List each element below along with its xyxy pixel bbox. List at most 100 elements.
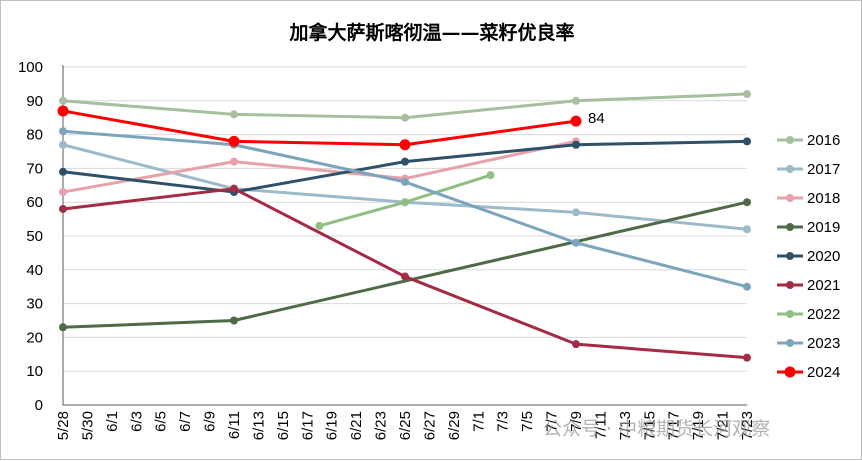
legend-item-2020: 2020 (777, 248, 840, 265)
legend-swatch-marker (786, 194, 794, 202)
x-tick-label: 7/11 (592, 411, 609, 439)
legend-item-2022: 2022 (777, 306, 840, 323)
y-tick-label: 60 (26, 194, 43, 211)
x-tick-label: 6/9 (202, 411, 219, 432)
series-lines (57, 90, 751, 362)
data-point (743, 353, 751, 362)
data-point (59, 140, 67, 149)
y-tick-label: 10 (26, 363, 43, 380)
x-tick-label: 7/7 (544, 411, 561, 432)
legend-item-2023: 2023 (777, 335, 840, 352)
x-tick-label: 7/13 (617, 411, 634, 440)
data-point (401, 177, 409, 186)
legend-swatch-marker (786, 223, 794, 231)
data-point (572, 238, 580, 247)
legend-item-2018: 2018 (777, 190, 840, 207)
data-point (743, 90, 751, 99)
x-tick-label: 7/19 (690, 411, 707, 440)
data-point (743, 198, 751, 207)
x-tick-label: 6/1 (104, 411, 121, 432)
data-point (743, 225, 751, 234)
data-point (230, 110, 238, 119)
legend-label: 2016 (807, 132, 840, 149)
x-tick-label: 6/23 (373, 411, 390, 440)
legend-label: 2017 (807, 161, 840, 178)
series-line (62, 129, 748, 289)
data-point (401, 157, 409, 166)
x-tick-label: 7/3 (495, 411, 512, 432)
y-tick-label: 70 (26, 160, 43, 177)
series-line (62, 109, 577, 147)
data-point (486, 171, 495, 180)
x-tick-label: 6/11 (226, 411, 243, 439)
legend-item-2016: 2016 (777, 132, 840, 149)
x-tick-label: 6/17 (299, 411, 316, 440)
data-point (401, 198, 409, 207)
x-tick-label: 6/3 (128, 411, 145, 432)
data-point (743, 137, 751, 146)
y-tick-label: 30 (26, 296, 43, 313)
data-point (230, 316, 238, 325)
axes (62, 65, 747, 406)
legend-item-2024: 2024 (777, 364, 840, 381)
x-tick-label: 6/27 (421, 411, 438, 440)
data-point (572, 340, 580, 349)
legend-item-2019: 2019 (777, 219, 840, 236)
x-tick-label: 6/29 (446, 411, 463, 440)
legend-label: 2018 (807, 190, 840, 207)
x-tick-label: 7/23 (739, 411, 756, 440)
data-point (59, 323, 67, 332)
legend-swatch-marker (786, 310, 794, 318)
legend-label: 2020 (807, 248, 840, 265)
data-point (230, 157, 238, 166)
y-tick-label: 90 (26, 93, 43, 110)
chart-title: 加拿大萨斯喀彻温——菜籽优良率 (288, 21, 574, 44)
watermark: 公众号 · 中粮期货长河观察 (543, 418, 770, 440)
legend-label: 2019 (807, 219, 840, 236)
series-line (62, 200, 748, 329)
data-point (743, 282, 751, 291)
legend-swatch-marker (786, 136, 794, 144)
data-point (59, 96, 67, 105)
legend-swatch-marker (786, 281, 794, 289)
x-tick-label: 7/9 (568, 411, 585, 432)
gridlines (63, 66, 747, 406)
y-tick-label: 40 (26, 262, 43, 279)
data-label: 84 (588, 110, 605, 127)
x-axis-ticks: 5/28 5/30 6/1 6/3 6/5 6/7 6/9 6/11 6/13 6/15 6/17 6… (55, 411, 756, 440)
x-tick-label: 7/1 (470, 411, 487, 432)
data-point (401, 272, 409, 281)
y-tick-label: 0 (35, 397, 43, 414)
data-labels: 84 (588, 110, 605, 127)
series-line (62, 143, 748, 231)
data-point (230, 184, 238, 193)
legend-item-2017: 2017 (777, 161, 840, 178)
data-point (401, 113, 409, 122)
y-tick-label: 80 (26, 127, 43, 144)
legend-label: 2021 (807, 277, 840, 294)
x-tick-label: 7/17 (666, 411, 683, 440)
x-tick-label: 6/19 (324, 411, 341, 440)
x-tick-label: 6/15 (275, 411, 292, 440)
series-2022 (315, 171, 495, 230)
series-line (62, 139, 577, 194)
data-point (59, 188, 67, 197)
series-2017 (59, 140, 751, 234)
x-tick-label: 6/7 (177, 411, 194, 432)
y-tick-label: 50 (26, 228, 43, 245)
x-tick-label: 7/15 (641, 411, 658, 440)
data-point (315, 221, 324, 230)
y-axis-ticks: 0 10 20 30 40 50 60 70 80 90 100 (18, 59, 43, 414)
data-point (57, 105, 69, 117)
data-point (59, 127, 67, 136)
series-2018 (59, 137, 580, 197)
legend-label: 2024 (807, 364, 840, 381)
data-point (59, 204, 67, 213)
data-point (228, 135, 240, 147)
series-2023 (59, 127, 751, 291)
x-tick-label: 6/13 (250, 411, 267, 440)
legend-label: 2023 (807, 335, 840, 352)
series-2016 (59, 90, 751, 122)
